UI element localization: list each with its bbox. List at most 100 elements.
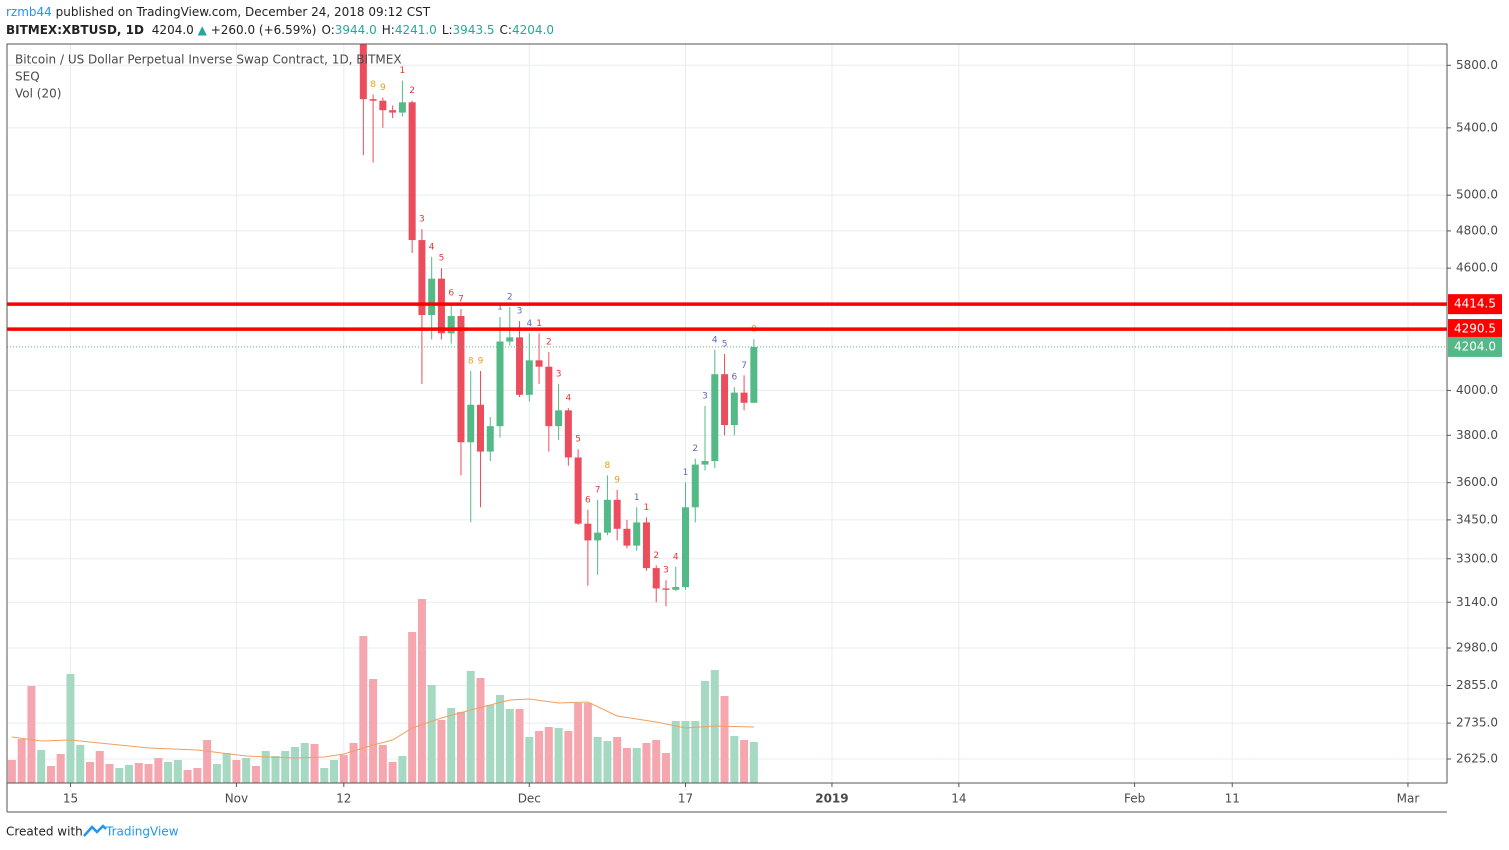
seq-label: 2 — [409, 86, 415, 96]
candle-body — [662, 588, 670, 590]
volume-bar — [144, 764, 153, 783]
volume-bar — [222, 753, 231, 783]
candle-body — [516, 337, 524, 395]
volume-bar — [359, 636, 368, 783]
volume-bar — [300, 743, 309, 783]
seq-label: 6 — [731, 373, 737, 383]
axes: 5800.0 5400.0 5000.0 4800.0 4600.0 4000.0 3800… — [63, 58, 1502, 806]
footer-brand[interactable]: TradingView — [105, 825, 179, 839]
footer-logo — [83, 824, 107, 837]
header-line: rzmb44 published on TradingView.com, Dec… — [6, 5, 431, 19]
seq-label: 3 — [702, 391, 708, 401]
volume-bar — [417, 599, 426, 783]
seq-label: 8 — [605, 461, 611, 471]
volume-bar — [85, 762, 94, 783]
y-tick-label: 3600.0 — [1456, 475, 1498, 489]
volume-bar — [310, 744, 319, 783]
candle-body — [496, 341, 504, 427]
candle-body — [603, 499, 611, 533]
published: published on TradingView.com, December 2… — [56, 5, 431, 19]
y-tick-label: 2855.0 — [1456, 678, 1498, 692]
volume-bar — [496, 695, 505, 783]
candle-body — [506, 337, 514, 342]
ohlc-key: O: — [321, 23, 334, 37]
candle-body — [408, 102, 416, 241]
volume-bar — [427, 685, 436, 783]
candle-body — [457, 316, 465, 443]
volume-bar — [232, 760, 241, 783]
seq-label: 6 — [448, 289, 454, 299]
x-tick-label: 17 — [678, 792, 693, 806]
volume-bar — [691, 721, 700, 783]
candle-body — [476, 404, 484, 452]
candle-body — [555, 410, 563, 427]
x-tick-label: Nov — [225, 792, 248, 806]
volume-bar — [320, 768, 329, 783]
volume-bar — [398, 756, 407, 783]
seq-label: 3 — [419, 215, 425, 225]
x-tick-label: 12 — [336, 792, 351, 806]
volume-ma — [11, 698, 754, 759]
seq-label: 4 — [712, 335, 718, 345]
candle-body — [584, 523, 592, 541]
candle-body — [359, 44, 367, 100]
symbol: BITMEX:XBTUSD, 1D — [6, 23, 144, 37]
candle-body — [467, 404, 475, 443]
y-tick-label: 5800.0 — [1456, 58, 1498, 72]
candle-body — [750, 346, 758, 403]
candle-body — [613, 499, 621, 529]
volume-bar — [652, 740, 661, 783]
volume-bar — [193, 768, 202, 783]
volume-bar — [603, 741, 612, 783]
volume-bar — [95, 751, 104, 783]
volume-bar — [378, 745, 387, 783]
y-tick-label: 2735.0 — [1456, 716, 1498, 730]
volume-bar — [66, 674, 75, 783]
volume-bar — [154, 758, 163, 783]
seq-label: 4 — [429, 242, 435, 252]
volume-bar — [681, 721, 690, 783]
volume-pane — [7, 599, 758, 783]
arrow: ▲ — [198, 23, 208, 37]
volume-bar — [632, 748, 641, 783]
volume-bar — [574, 703, 583, 783]
candle-body — [740, 392, 748, 403]
ohlc-value: 4241.0 — [395, 23, 437, 37]
seq-label: 8 — [468, 356, 474, 366]
volume-bar — [408, 632, 417, 783]
y-tick-label: 2625.0 — [1456, 752, 1498, 766]
volume-bar — [349, 743, 358, 783]
candle-body — [535, 360, 543, 367]
seq-label: 5 — [722, 340, 728, 350]
volume-bar — [613, 737, 622, 783]
volume-bar — [164, 762, 173, 783]
volume-bar — [271, 756, 280, 783]
volume-bar — [56, 754, 65, 783]
volume-bar — [437, 720, 446, 783]
volume-bar — [173, 760, 182, 783]
x-tick-label: Feb — [1124, 792, 1145, 806]
author: rzmb44 — [6, 5, 52, 19]
volume-bar — [622, 748, 631, 783]
seq-label: 1 — [644, 503, 650, 513]
seq-label: 4 — [565, 394, 571, 404]
volume-bar — [134, 763, 143, 783]
y-tick-label: 3450.0 — [1456, 512, 1498, 526]
price-pane: 8912345678912341234567891123412345678 — [7, 44, 1447, 607]
candle-body — [682, 507, 690, 588]
volume-bar — [7, 760, 16, 783]
volume-bar — [642, 743, 651, 783]
candle-body — [428, 278, 436, 316]
candle-body — [672, 587, 680, 590]
x-tick-label: Dec — [518, 792, 541, 806]
seq-label: 9 — [380, 83, 386, 93]
candle-body — [574, 457, 582, 524]
volume-bar — [525, 737, 534, 783]
volume-bar — [37, 750, 46, 783]
candle-body — [730, 392, 738, 426]
seq-label: 5 — [575, 435, 581, 445]
candle-body — [369, 99, 377, 101]
volume-bar — [242, 758, 251, 783]
y-tick-label: 5400.0 — [1456, 120, 1498, 134]
seq-label: 8 — [370, 80, 376, 90]
